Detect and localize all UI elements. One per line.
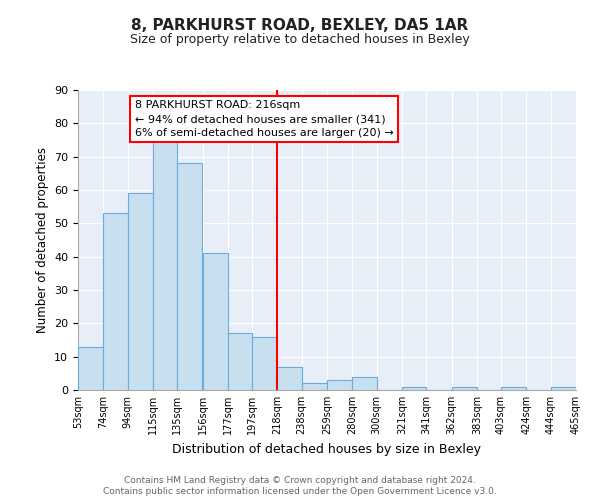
Bar bbox=[203, 254, 228, 390]
Bar bbox=[153, 140, 177, 390]
Bar bbox=[501, 386, 526, 390]
Y-axis label: Number of detached properties: Number of detached properties bbox=[35, 147, 49, 333]
Text: Contains HM Land Registry data © Crown copyright and database right 2024.: Contains HM Land Registry data © Crown c… bbox=[124, 476, 476, 485]
Bar bbox=[252, 336, 277, 390]
Bar bbox=[277, 366, 302, 390]
Bar bbox=[177, 164, 202, 390]
Bar bbox=[78, 346, 103, 390]
Bar bbox=[228, 334, 252, 390]
Bar bbox=[402, 386, 426, 390]
Bar bbox=[551, 386, 576, 390]
Bar bbox=[452, 386, 477, 390]
Text: 8 PARKHURST ROAD: 216sqm
← 94% of detached houses are smaller (341)
6% of semi-d: 8 PARKHURST ROAD: 216sqm ← 94% of detach… bbox=[135, 100, 394, 138]
Bar bbox=[128, 194, 153, 390]
Bar bbox=[302, 384, 327, 390]
Bar bbox=[327, 380, 352, 390]
Bar bbox=[352, 376, 377, 390]
Text: 8, PARKHURST ROAD, BEXLEY, DA5 1AR: 8, PARKHURST ROAD, BEXLEY, DA5 1AR bbox=[131, 18, 469, 32]
X-axis label: Distribution of detached houses by size in Bexley: Distribution of detached houses by size … bbox=[173, 442, 482, 456]
Text: Contains public sector information licensed under the Open Government Licence v3: Contains public sector information licen… bbox=[103, 488, 497, 496]
Bar bbox=[103, 214, 128, 390]
Text: Size of property relative to detached houses in Bexley: Size of property relative to detached ho… bbox=[130, 34, 470, 46]
